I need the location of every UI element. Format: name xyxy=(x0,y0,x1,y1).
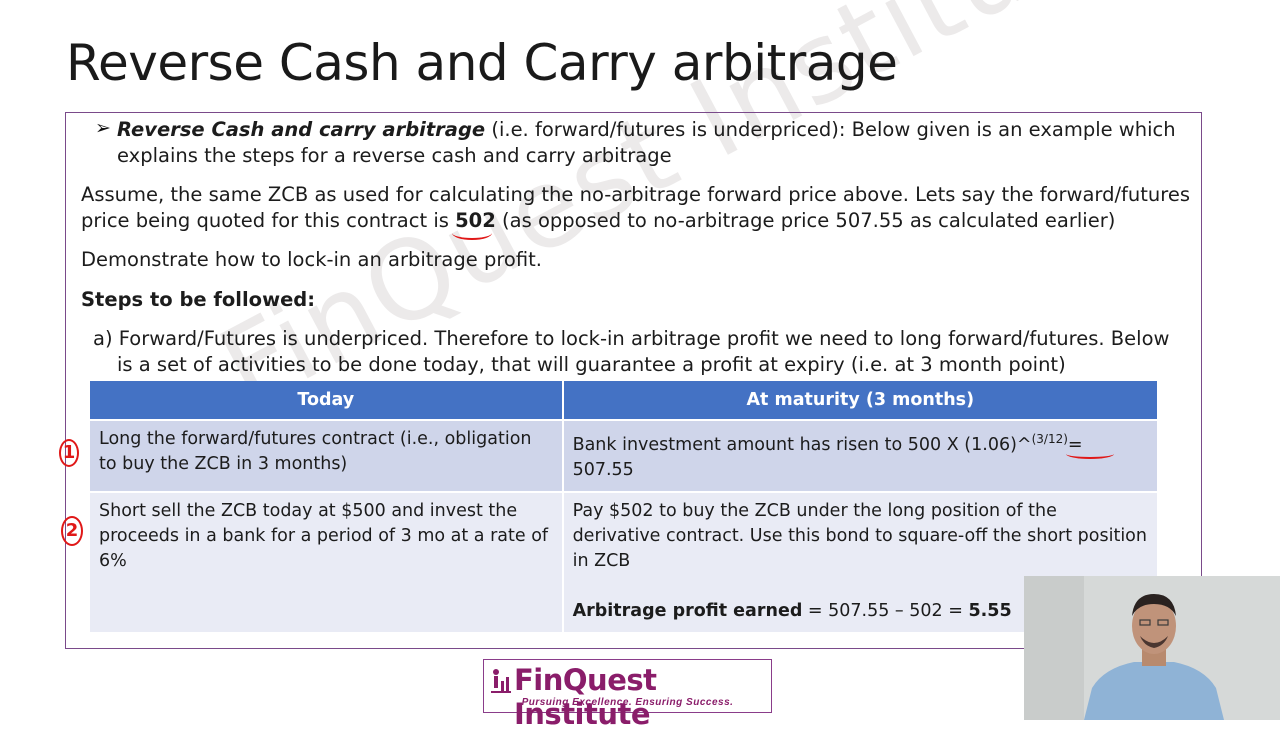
finquest-logo: FinQuest Institute Pursuing Excellence. … xyxy=(483,659,772,731)
assume-line1: Assume, the same ZCB as used for calcula… xyxy=(81,183,1190,206)
assume-paragraph: Assume, the same ZCB as used for calcula… xyxy=(81,182,1196,234)
red-underline-502 xyxy=(452,226,492,240)
presenter-image xyxy=(1024,576,1280,720)
table-row: Short sell the ZCB today at $500 and inv… xyxy=(90,490,1160,632)
bullet-lead: Reverse Cash and carry arbitrage xyxy=(117,118,486,141)
annotation-2-icon: 2 xyxy=(61,516,83,546)
step-a: a) Forward/Futures is underpriced. There… xyxy=(93,326,1193,378)
row1-today: Long the forward/futures contract (i.e.,… xyxy=(90,419,564,492)
demonstrate-text: Demonstrate how to lock-in an arbitrage … xyxy=(81,248,542,271)
steps-heading: Steps to be followed: xyxy=(81,288,316,311)
content-frame xyxy=(65,112,1202,649)
table-header-row: Today At maturity (3 months) xyxy=(90,381,1160,420)
logo-figure-icon xyxy=(491,669,511,693)
logo-tagline: Pursuing Excellence. Ensuring Success. xyxy=(521,697,734,708)
row1-maturity-exponent: (3/12) xyxy=(1031,432,1068,446)
header-today: Today xyxy=(90,381,564,420)
assume-line2-post: (as opposed to no-arbitrage price 507.55… xyxy=(495,209,1116,232)
bullet-text: Reverse Cash and carry arbitrage (i.e. f… xyxy=(117,117,1197,169)
presenter-webcam xyxy=(1024,576,1280,720)
profit-label: Arbitrage profit earned xyxy=(572,600,803,621)
arbitrage-profit-line: Arbitrage profit earned = 507.55 – 502 =… xyxy=(573,599,1148,624)
assume-line2-pre: price being quoted for this contract is xyxy=(81,209,456,232)
bullet-line2: explains the steps for a reverse cash an… xyxy=(117,144,672,167)
bullet-rest: (i.e. forward/futures is underpriced): B… xyxy=(485,118,1176,141)
steps-table: Today At maturity (3 months) Long the fo… xyxy=(90,381,1160,632)
annotation-1-icon: 1 xyxy=(59,439,79,467)
arrow-bullet-icon: ➢ xyxy=(95,118,111,139)
row1-maturity: Bank investment amount has risen to 500 … xyxy=(562,419,1160,492)
red-underline-50755 xyxy=(1066,449,1114,459)
row1-maturity-pre: Bank investment amount has risen to 500 … xyxy=(572,434,1032,455)
row2-maturity-text: Pay $502 to buy the ZCB under the long p… xyxy=(572,500,1147,571)
row2-today: Short sell the ZCB today at $500 and inv… xyxy=(90,490,564,632)
step-a-marker: a) xyxy=(93,327,113,350)
step-a-line1: Forward/Futures is underpriced. Therefor… xyxy=(118,327,1170,350)
profit-value: 5.55 xyxy=(968,600,1012,621)
slide-title: Reverse Cash and Carry arbitrage xyxy=(66,34,898,92)
profit-calc: = 507.55 – 502 = xyxy=(802,600,969,621)
step-a-line2: is a set of activities to be done today,… xyxy=(117,353,1066,376)
header-maturity: At maturity (3 months) xyxy=(562,381,1160,420)
table-row: Long the forward/futures contract (i.e.,… xyxy=(90,419,1160,492)
